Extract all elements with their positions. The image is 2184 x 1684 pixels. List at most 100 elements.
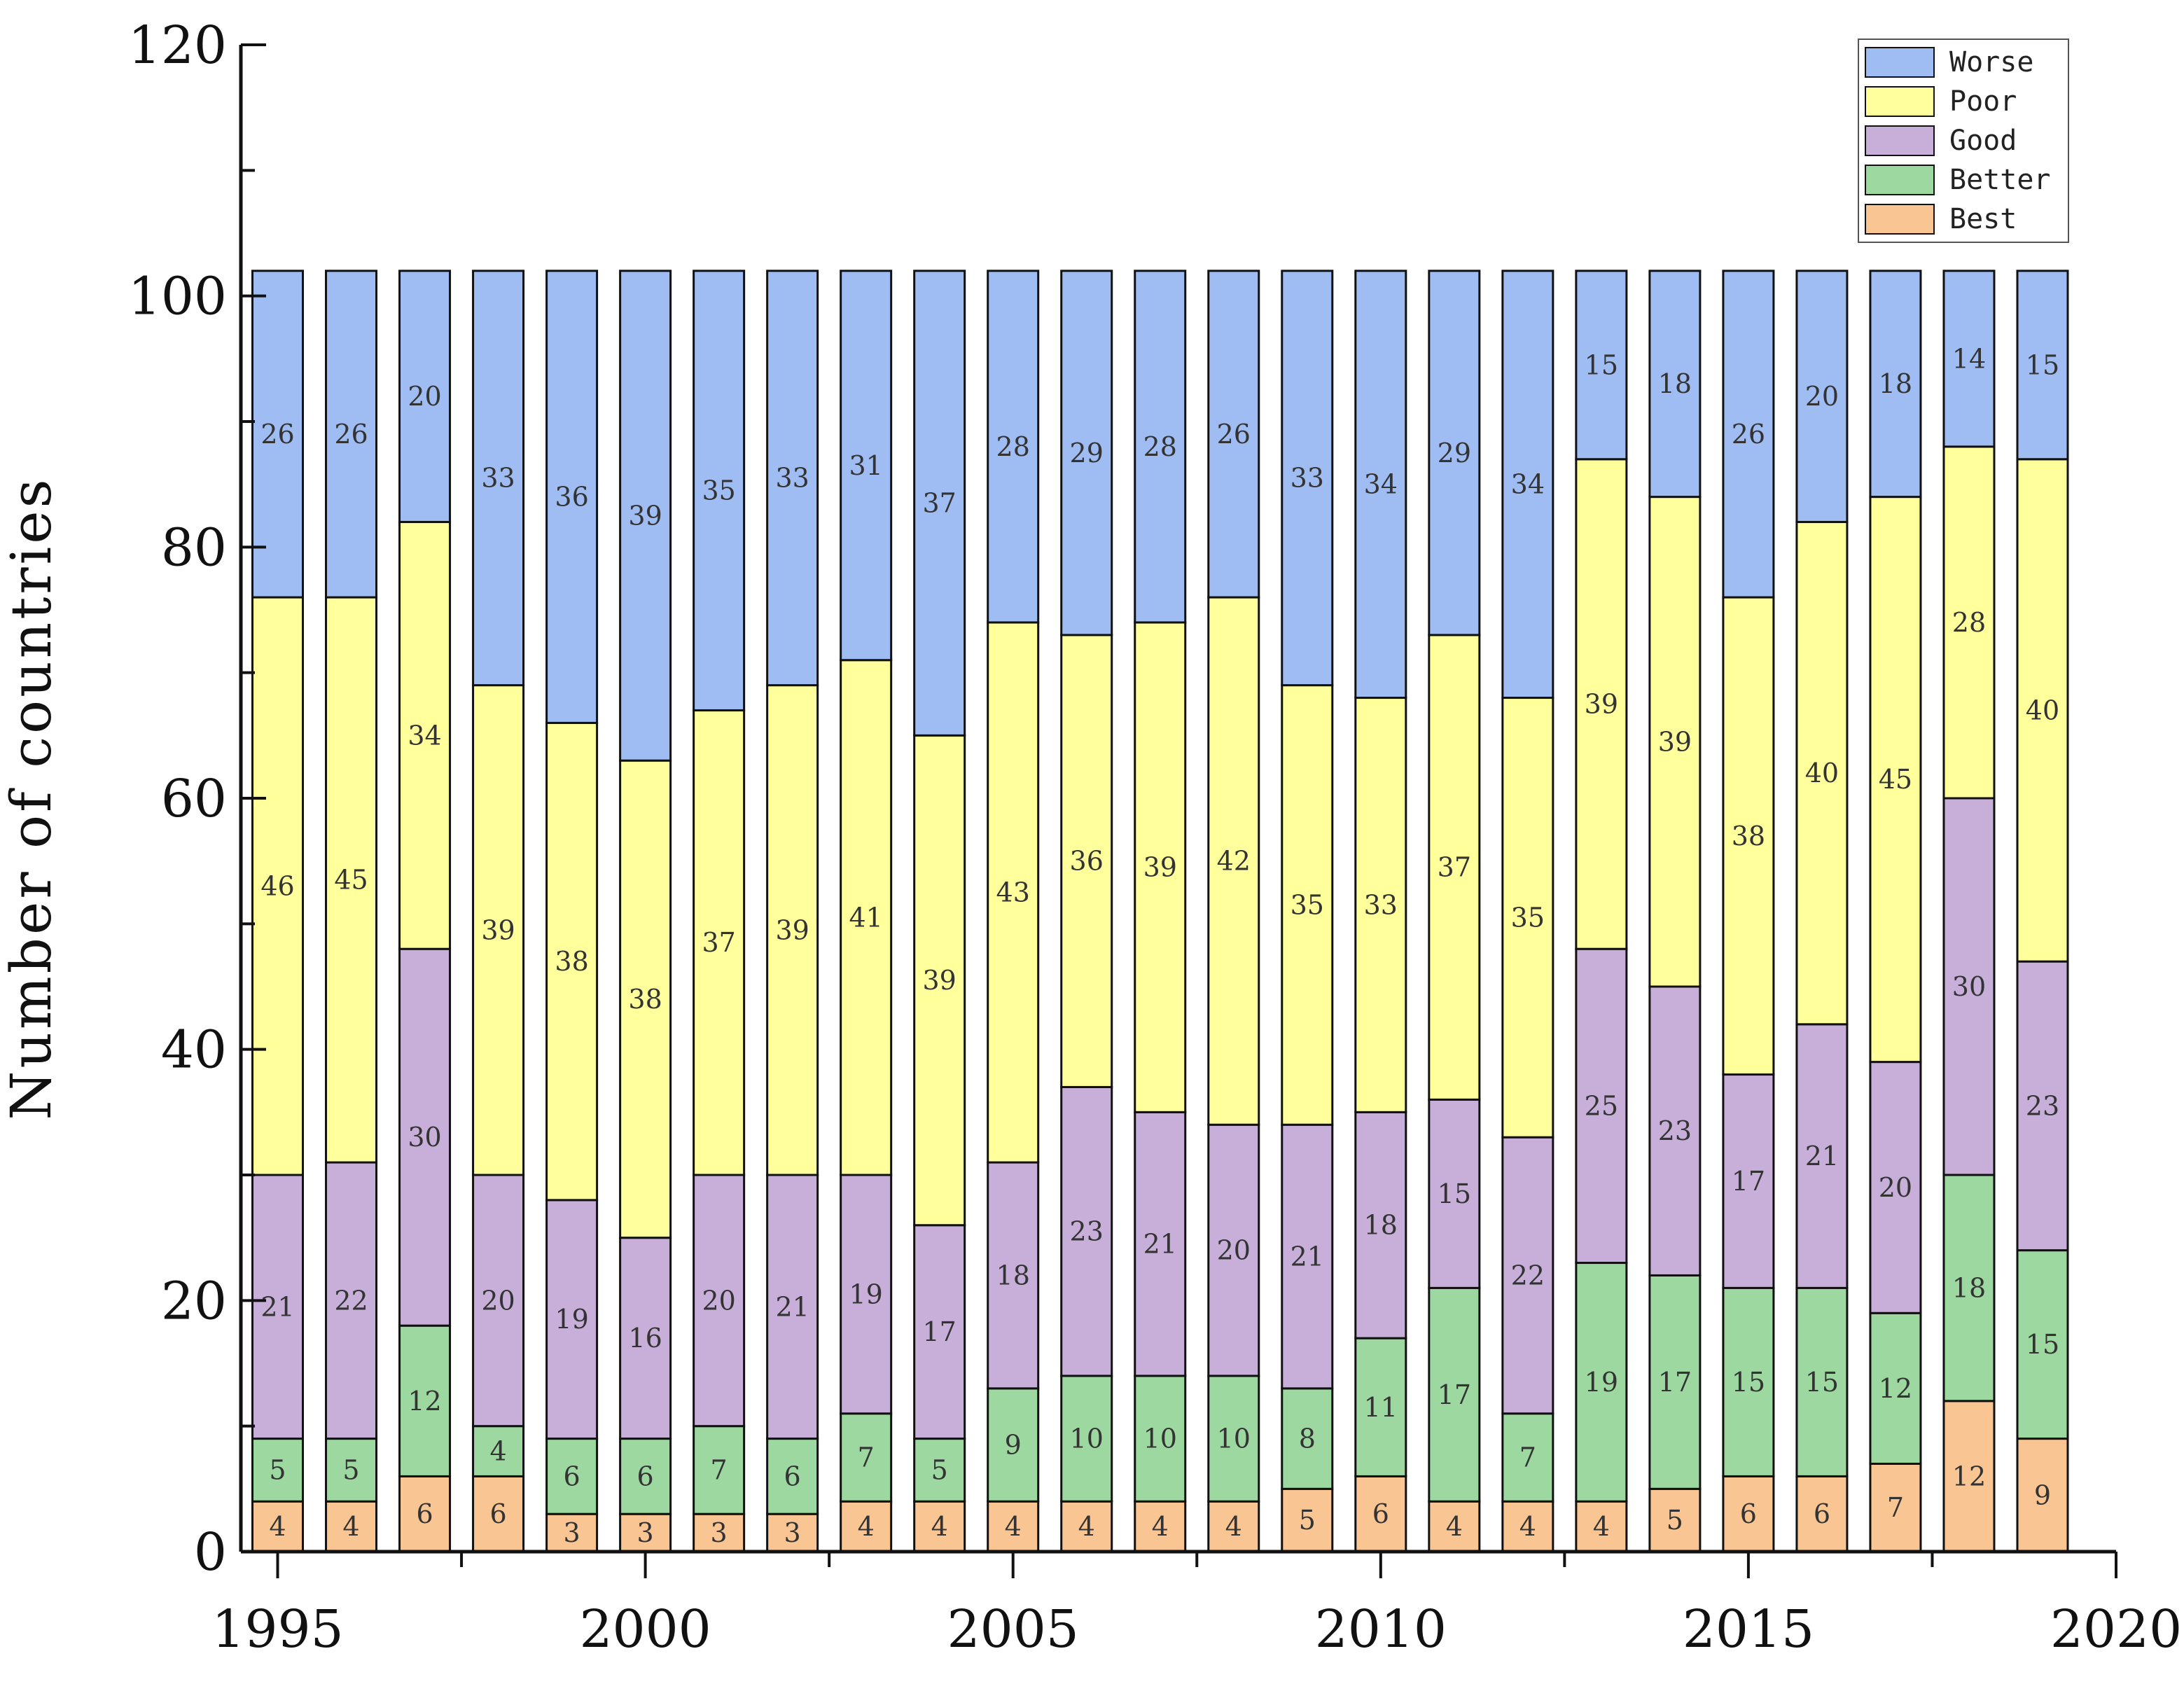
- data-label-worse-2013: 15: [1585, 349, 1618, 380]
- data-label-best-2006: 4: [1078, 1511, 1095, 1542]
- data-label-best-2008: 4: [1225, 1511, 1242, 1542]
- bar-segment-best-2007: [1134, 1500, 1187, 1553]
- data-label-poor-2019: 40: [2026, 695, 2059, 725]
- data-label-best-2010: 6: [1372, 1498, 1389, 1529]
- data-label-better-2006: 10: [1070, 1424, 1104, 1454]
- bar-segment-better-2019: [2016, 1249, 2069, 1440]
- bar-segment-worse-2016: [1795, 270, 1849, 523]
- data-label-worse-2016: 20: [1805, 381, 1839, 412]
- data-label-poor-2004: 39: [923, 965, 957, 996]
- bar-segment-good-2007: [1134, 1111, 1187, 1377]
- data-label-better-1998: 4: [489, 1436, 506, 1467]
- data-label-good-2001: 20: [702, 1285, 735, 1316]
- bar-segment-poor-2012: [1501, 697, 1554, 1139]
- data-label-worse-2005: 28: [996, 431, 1030, 462]
- y-tick-label-20: 20: [161, 1271, 227, 1331]
- x-tick-label-2000: 2000: [579, 1599, 711, 1659]
- data-label-good-2003: 19: [849, 1279, 882, 1309]
- data-label-best-2015: 6: [1740, 1498, 1757, 1529]
- data-label-good-2013: 25: [1585, 1090, 1618, 1121]
- bar-segment-best-2018: [1942, 1400, 1996, 1553]
- data-label-poor-2014: 39: [1658, 726, 1692, 757]
- data-label-best-2018: 12: [1952, 1461, 1986, 1491]
- bar-segment-best-2014: [1648, 1487, 1702, 1553]
- data-label-worse-2004: 37: [923, 488, 957, 519]
- data-label-best-1995: 4: [269, 1511, 286, 1542]
- data-label-better-2002: 6: [784, 1461, 801, 1491]
- y-tick-label-100: 100: [128, 267, 227, 327]
- bar-segment-poor-1995: [251, 596, 305, 1176]
- bar-segment-poor-2008: [1207, 596, 1260, 1126]
- bar-segment-worse-2015: [1722, 270, 1775, 599]
- data-label-good-2019: 23: [2026, 1090, 2059, 1121]
- bar-segment-worse-2012: [1501, 270, 1554, 700]
- bar-segment-poor-2018: [1942, 445, 1996, 800]
- data-label-better-1999: 6: [563, 1461, 580, 1491]
- bar-segment-better-2010: [1354, 1337, 1407, 1477]
- legend-label-poor: Poor: [1949, 85, 2017, 118]
- data-label-poor-2016: 40: [1805, 758, 1839, 788]
- data-label-good-2015: 17: [1732, 1166, 1765, 1197]
- data-label-best-1997: 6: [416, 1498, 433, 1529]
- data-label-worse-1997: 20: [408, 381, 441, 412]
- data-label-good-1999: 19: [555, 1304, 588, 1335]
- data-label-poor-2002: 39: [775, 914, 809, 945]
- bar-segment-worse-2009: [1281, 270, 1334, 687]
- data-label-worse-2011: 29: [1438, 438, 1471, 468]
- bar-segment-best-2016: [1795, 1475, 1849, 1553]
- data-label-better-2018: 18: [1952, 1272, 1986, 1303]
- data-label-better-2000: 6: [637, 1461, 654, 1491]
- x-tick-label-1995: 1995: [211, 1599, 343, 1659]
- bar-segment-poor-2010: [1354, 697, 1407, 1113]
- data-label-better-1996: 5: [342, 1454, 359, 1485]
- data-label-better-2004: 5: [931, 1454, 948, 1485]
- bar-segment-good-1997: [398, 947, 452, 1327]
- bar-segment-poor-1999: [545, 721, 599, 1202]
- data-label-worse-2010: 34: [1364, 469, 1398, 500]
- data-label-better-2003: 7: [858, 1442, 875, 1473]
- bar-segment-better-1995: [251, 1438, 305, 1503]
- data-label-best-1999: 3: [563, 1517, 580, 1548]
- data-label-better-1995: 5: [269, 1454, 286, 1485]
- data-label-worse-2009: 33: [1291, 463, 1324, 494]
- bar-segment-good-2008: [1207, 1123, 1260, 1377]
- bar-segment-better-1997: [398, 1324, 452, 1477]
- bar-segment-better-2000: [619, 1438, 672, 1515]
- data-label-best-2007: 4: [1152, 1511, 1169, 1542]
- data-label-good-1995: 21: [260, 1291, 294, 1322]
- bar-segment-better-2007: [1134, 1375, 1187, 1503]
- data-label-best-2019: 9: [2034, 1480, 2051, 1510]
- data-label-worse-1995: 26: [260, 419, 294, 450]
- data-label-worse-2015: 26: [1732, 419, 1765, 450]
- data-label-better-2009: 8: [1299, 1424, 1316, 1454]
- bar-layer: 4521462645224526612303420642039333619383…: [251, 270, 2069, 1553]
- data-label-worse-2002: 33: [775, 463, 809, 494]
- bar-segment-poor-2001: [693, 709, 746, 1176]
- data-label-worse-1996: 26: [334, 419, 368, 450]
- data-label-best-2014: 5: [1667, 1505, 1683, 1536]
- data-label-good-2017: 20: [1879, 1172, 1912, 1203]
- bar-segment-worse-2018: [1942, 270, 1996, 448]
- legend-swatch-best: [1865, 204, 1935, 235]
- bar-segment-better-2018: [1942, 1174, 1996, 1403]
- data-label-worse-2007: 28: [1143, 431, 1177, 462]
- data-label-worse-2018: 14: [1952, 343, 1986, 374]
- data-label-better-1997: 12: [408, 1386, 441, 1417]
- bar-segment-worse-1996: [325, 270, 378, 599]
- data-label-best-2017: 7: [1887, 1492, 1904, 1523]
- data-label-good-2006: 23: [1070, 1216, 1104, 1247]
- data-label-best-2013: 4: [1593, 1511, 1610, 1542]
- y-axis-title: Number of countries: [0, 476, 64, 1120]
- data-label-poor-2011: 37: [1438, 852, 1471, 883]
- bar-segment-worse-2019: [2016, 270, 2069, 461]
- bar-segment-worse-2003: [840, 270, 893, 662]
- data-label-good-2005: 18: [996, 1260, 1030, 1290]
- data-label-worse-2012: 34: [1511, 469, 1545, 500]
- data-label-better-2008: 10: [1217, 1424, 1251, 1454]
- bar-segment-good-2000: [619, 1237, 672, 1440]
- data-label-good-2018: 30: [1952, 971, 1986, 1002]
- data-label-good-2011: 15: [1438, 1178, 1471, 1209]
- bar-segment-worse-1998: [472, 270, 525, 687]
- legend-swatch-good: [1865, 125, 1935, 156]
